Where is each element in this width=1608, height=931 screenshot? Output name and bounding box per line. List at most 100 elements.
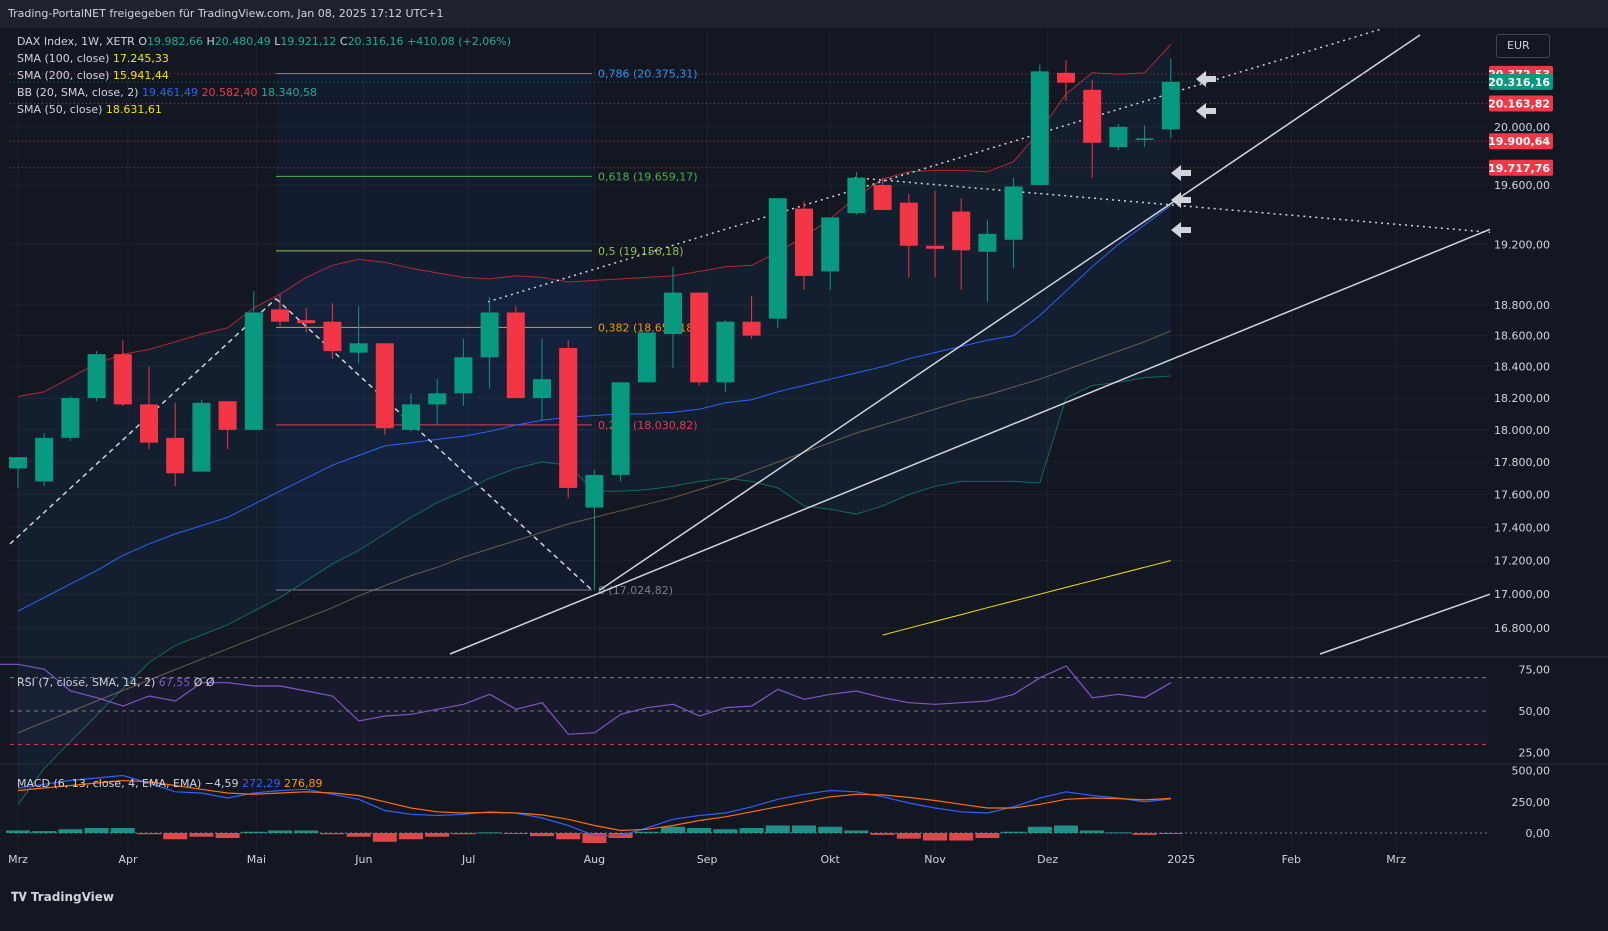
- macd-histogram-bar: [110, 828, 135, 833]
- legend-rsi-v2: Ø: [193, 676, 203, 689]
- tradingview-logo[interactable]: 𝐓𝐕 TradingView: [11, 890, 114, 905]
- legend-bb[interactable]: BB (20, SMA, close, 2) 19.461,49 20.582,…: [17, 84, 511, 101]
- legend-high: 20.480,49: [214, 35, 271, 48]
- candle-body: [297, 320, 316, 324]
- macd-histogram-bar: [294, 830, 319, 833]
- candle-body: [690, 292, 709, 383]
- bb-upper-line: [17, 44, 1172, 397]
- y-tick-label: 20.000,00: [1494, 121, 1550, 134]
- trendline-support-far: [1319, 593, 1491, 655]
- macd-histogram-bar: [241, 831, 266, 833]
- legend-sma200-name: SMA (200, close): [17, 69, 110, 82]
- legend-close: 20.316,16: [347, 35, 404, 48]
- chart-legend: DAX Index, 1W, XETR O19.982,66 H20.480,4…: [17, 33, 511, 118]
- legend-sma100[interactable]: SMA (100, close) 17.245,33: [17, 50, 511, 67]
- price-label-text: 20.316,16: [1488, 76, 1550, 89]
- x-tick-label: Mrz: [1386, 853, 1406, 866]
- legend-change: +410,08 (+2,06%): [407, 35, 511, 48]
- legend-macd-line: 272,29: [242, 777, 281, 790]
- footer-brand: TradingView: [30, 890, 115, 904]
- currency-button[interactable]: EUR: [1496, 34, 1550, 58]
- legend-sma50[interactable]: SMA (50, close) 18.631,61: [17, 101, 511, 118]
- legend-macd[interactable]: MACD (6, 13, close, 4, EMA, EMA) −4,59 2…: [17, 777, 323, 790]
- macd-histogram-bar: [399, 833, 423, 840]
- price-label-box: [1489, 159, 1553, 176]
- macd-histogram-bar: [687, 828, 712, 833]
- legend-symbol[interactable]: DAX Index, 1W, XETR: [17, 35, 135, 48]
- legend-rsi-v3: Ø: [205, 676, 215, 689]
- macd-signal-line: [17, 779, 1171, 832]
- macd-histogram-bar: [582, 833, 607, 843]
- macd-histogram-bar: [346, 833, 371, 837]
- candle-body: [559, 347, 578, 488]
- macd-histogram-bar: [1080, 830, 1105, 833]
- macd-histogram-bar: [556, 833, 581, 840]
- macd-histogram-bar: [58, 829, 83, 833]
- chart-canvas[interactable]: 16.800,00 17.000,00 17.200,00 17.400,00 17.6…: [0, 28, 1608, 880]
- x-tick-label: Aug: [584, 853, 605, 866]
- trendline-support-lower: [449, 228, 1491, 655]
- candle-body: [323, 321, 342, 352]
- legend-open: 19.982,66: [147, 35, 203, 48]
- macd-histogram-bar: [975, 833, 1000, 838]
- candle-body: [742, 321, 761, 336]
- chart-background: [0, 28, 1608, 880]
- candle-body: [506, 312, 525, 399]
- candle-body: [1161, 81, 1180, 130]
- y-tick-label: 17.000,00: [1494, 588, 1550, 601]
- y-tick-label: 16.800,00: [1494, 622, 1550, 635]
- macd-histogram-bar: [189, 833, 214, 837]
- price-label-text: 19.717,76: [1488, 162, 1550, 175]
- legend-bb-lower: 18.340,58: [260, 86, 317, 99]
- arrow-left-icon: [1171, 222, 1191, 238]
- x-tick-label: Jul: [461, 853, 475, 866]
- legend-c-label: C: [339, 35, 348, 48]
- x-tick-label: Apr: [119, 853, 139, 866]
- legend-sma200[interactable]: SMA (200, close) 15.941,44: [17, 67, 511, 84]
- macd-histogram-bar: [215, 833, 240, 838]
- y-tick-label: 19.200,00: [1494, 238, 1550, 251]
- tradingview-logo-icon: 𝐓𝐕: [11, 890, 31, 904]
- x-tick-label: Mrz: [8, 853, 28, 866]
- y-tick-label: 19.600,00: [1494, 179, 1550, 192]
- macd-histogram-bar: [1106, 832, 1131, 834]
- legend-macd-signal: 276,89: [284, 777, 323, 790]
- candle-body: [349, 343, 368, 353]
- macd-histogram-bar: [530, 833, 554, 837]
- legend-bb-upper: 20.582,40: [201, 86, 258, 99]
- candle-body: [1004, 186, 1023, 240]
- macd-histogram-bar: [320, 833, 345, 835]
- macd-histogram-bar: [1054, 825, 1078, 833]
- macd-histogram-bar: [739, 828, 764, 833]
- price-label-text: 19.900,64: [1488, 135, 1550, 148]
- candle-body: [585, 474, 604, 508]
- x-tick-label: Dez: [1037, 853, 1058, 866]
- arrow-left-icon: [1171, 192, 1191, 208]
- macd-histogram-bar: [634, 831, 659, 833]
- macd-tick-label: 500,00: [1512, 765, 1551, 778]
- candle-body: [716, 321, 735, 383]
- candle-body: [271, 309, 289, 322]
- legend-sma50-value: 18.631,61: [105, 103, 162, 116]
- fib-level-label: 0,5 (19.156,18): [598, 245, 684, 258]
- x-tick-label: Feb: [1282, 853, 1301, 866]
- fib-level-label: 0 (17.024,82): [598, 584, 673, 597]
- candle-body: [1030, 71, 1049, 185]
- candle-body: [244, 312, 263, 430]
- macd-histogram-bar: [477, 832, 502, 834]
- candle-body: [637, 332, 656, 383]
- macd-histogram-bar: [1132, 833, 1157, 835]
- candle-body: [454, 357, 473, 394]
- y-tick-label: 17.600,00: [1494, 488, 1550, 501]
- legend-rsi[interactable]: RSI (7, close, SMA, 14, 2) 67,55 Ø Ø: [17, 676, 215, 689]
- candle-body: [533, 379, 551, 399]
- macd-histogram-bar: [84, 828, 109, 833]
- legend-sma50-name: SMA (50, close): [17, 103, 103, 116]
- candle-body: [1109, 126, 1128, 148]
- macd-histogram-bar: [1027, 826, 1052, 833]
- candle-body: [375, 343, 394, 429]
- sma100-line: [882, 560, 1171, 636]
- candle-body: [664, 292, 682, 335]
- macd-histogram-bar: [425, 833, 450, 837]
- y-tick-label: 17.400,00: [1494, 521, 1550, 534]
